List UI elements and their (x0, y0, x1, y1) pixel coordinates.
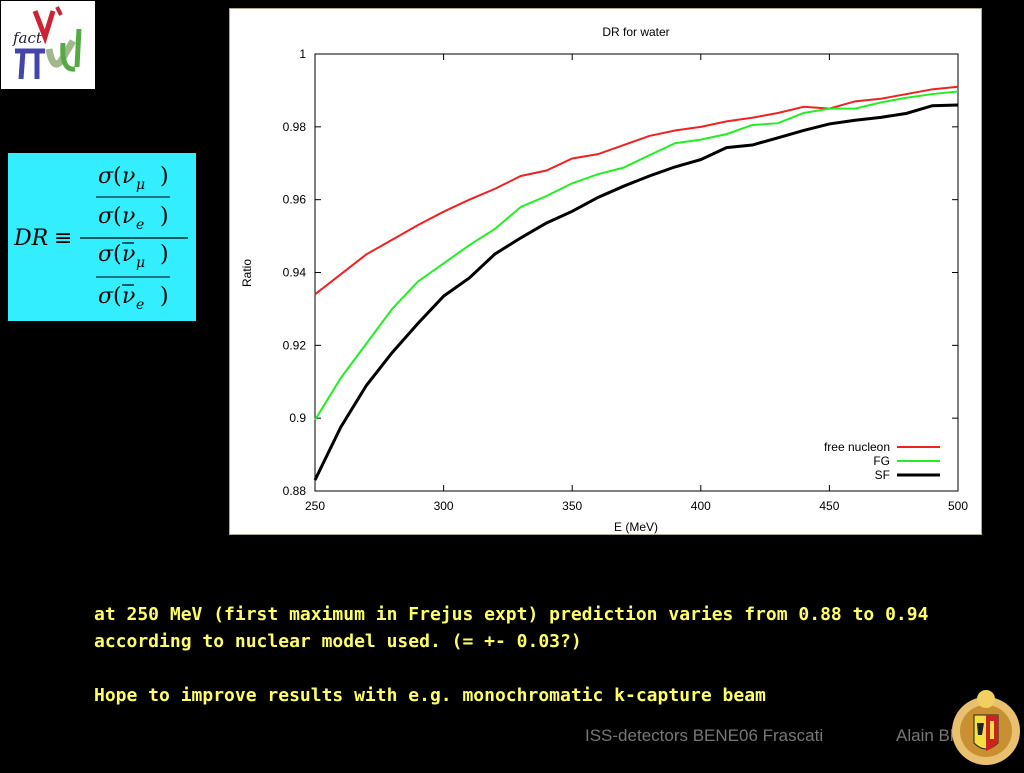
svg-text:): ) (160, 284, 169, 309)
x-axis-label: E (MeV) (614, 520, 658, 534)
x-tick-label: 400 (691, 499, 711, 513)
legend-label: FG (873, 454, 890, 468)
svg-text:(: ( (113, 284, 122, 309)
svg-text:): ) (160, 164, 169, 189)
series-line-fg (314, 90, 959, 421)
svg-text:σ: σ (98, 164, 114, 189)
dr-chart: DR for water 250 300 350 400 450 500 0.88 0.9 0.… (229, 8, 982, 535)
svg-text:σ: σ (98, 204, 114, 229)
legend-label: SF (875, 468, 890, 482)
y-tick-label: 0.92 (283, 338, 307, 352)
y-axis-label: Ratio (240, 259, 254, 287)
svg-text:ν: ν (122, 204, 135, 229)
svg-text:(: ( (113, 164, 122, 189)
svg-text:ν: ν (122, 284, 135, 309)
svg-text:(: ( (113, 242, 122, 267)
y-tick-label: 0.96 (283, 193, 307, 207)
y-tick-label: 0.9 (289, 411, 306, 425)
svg-text:): ) (160, 242, 169, 267)
x-tick-label: 350 (562, 499, 582, 513)
x-tick-label: 300 (434, 499, 454, 513)
svg-text:(: ( (113, 204, 122, 229)
note-line-3: Hope to improve results with e.g. monoch… (94, 685, 766, 706)
factv-logo: fact (1, 1, 95, 89)
series-line-sf (313, 103, 959, 481)
chart-title: DR for water (602, 25, 669, 39)
factv-logo-graphic: fact (12, 6, 82, 80)
note-line-1: at 250 MeV (first maximum in Frejus expt… (94, 604, 929, 625)
svg-text:σ: σ (98, 242, 114, 267)
dr-formula: DR ≡ σ(ν μ) σ(ν e) σ(ν μ) σ(ν e) (13, 164, 188, 313)
svg-text:): ) (160, 204, 169, 229)
svg-text:σ: σ (98, 284, 114, 309)
x-tick-label: 500 (948, 499, 968, 513)
svg-text:e: e (136, 217, 144, 233)
svg-text:ν: ν (122, 164, 135, 189)
svg-text:μ: μ (136, 177, 145, 193)
dr-formula-box: DR ≡ σ(ν μ) σ(ν e) σ(ν μ) σ(ν e) (8, 153, 196, 321)
note-line-2: according to nuclear model used. (= +- 0… (94, 631, 582, 652)
university-seal (944, 685, 1024, 768)
footer-conference: ISS-detectors BENE06 Frascati (585, 726, 824, 745)
formula-equiv: ≡ (54, 226, 72, 251)
legend-label: free nucleon (824, 440, 890, 454)
y-tick-label: 0.94 (283, 266, 307, 280)
y-tick-label: 0.88 (283, 484, 307, 498)
x-tick-label: 250 (305, 499, 325, 513)
seal-graphic (952, 690, 1020, 765)
x-tick-label: 450 (819, 499, 839, 513)
formula-lhs: DR (13, 226, 48, 251)
dr-chart-svg: DR for water 250 300 350 400 450 500 0.88 0.9 0.… (240, 25, 968, 534)
svg-text:μ: μ (136, 255, 145, 271)
logo-fact-text: fact (12, 29, 43, 47)
series-line-free-nucleon (314, 85, 959, 296)
y-tick-label: 0.98 (283, 120, 307, 134)
svg-text:e: e (136, 297, 144, 313)
y-tick-label: 1 (299, 47, 306, 61)
svg-text:ν: ν (122, 242, 135, 267)
